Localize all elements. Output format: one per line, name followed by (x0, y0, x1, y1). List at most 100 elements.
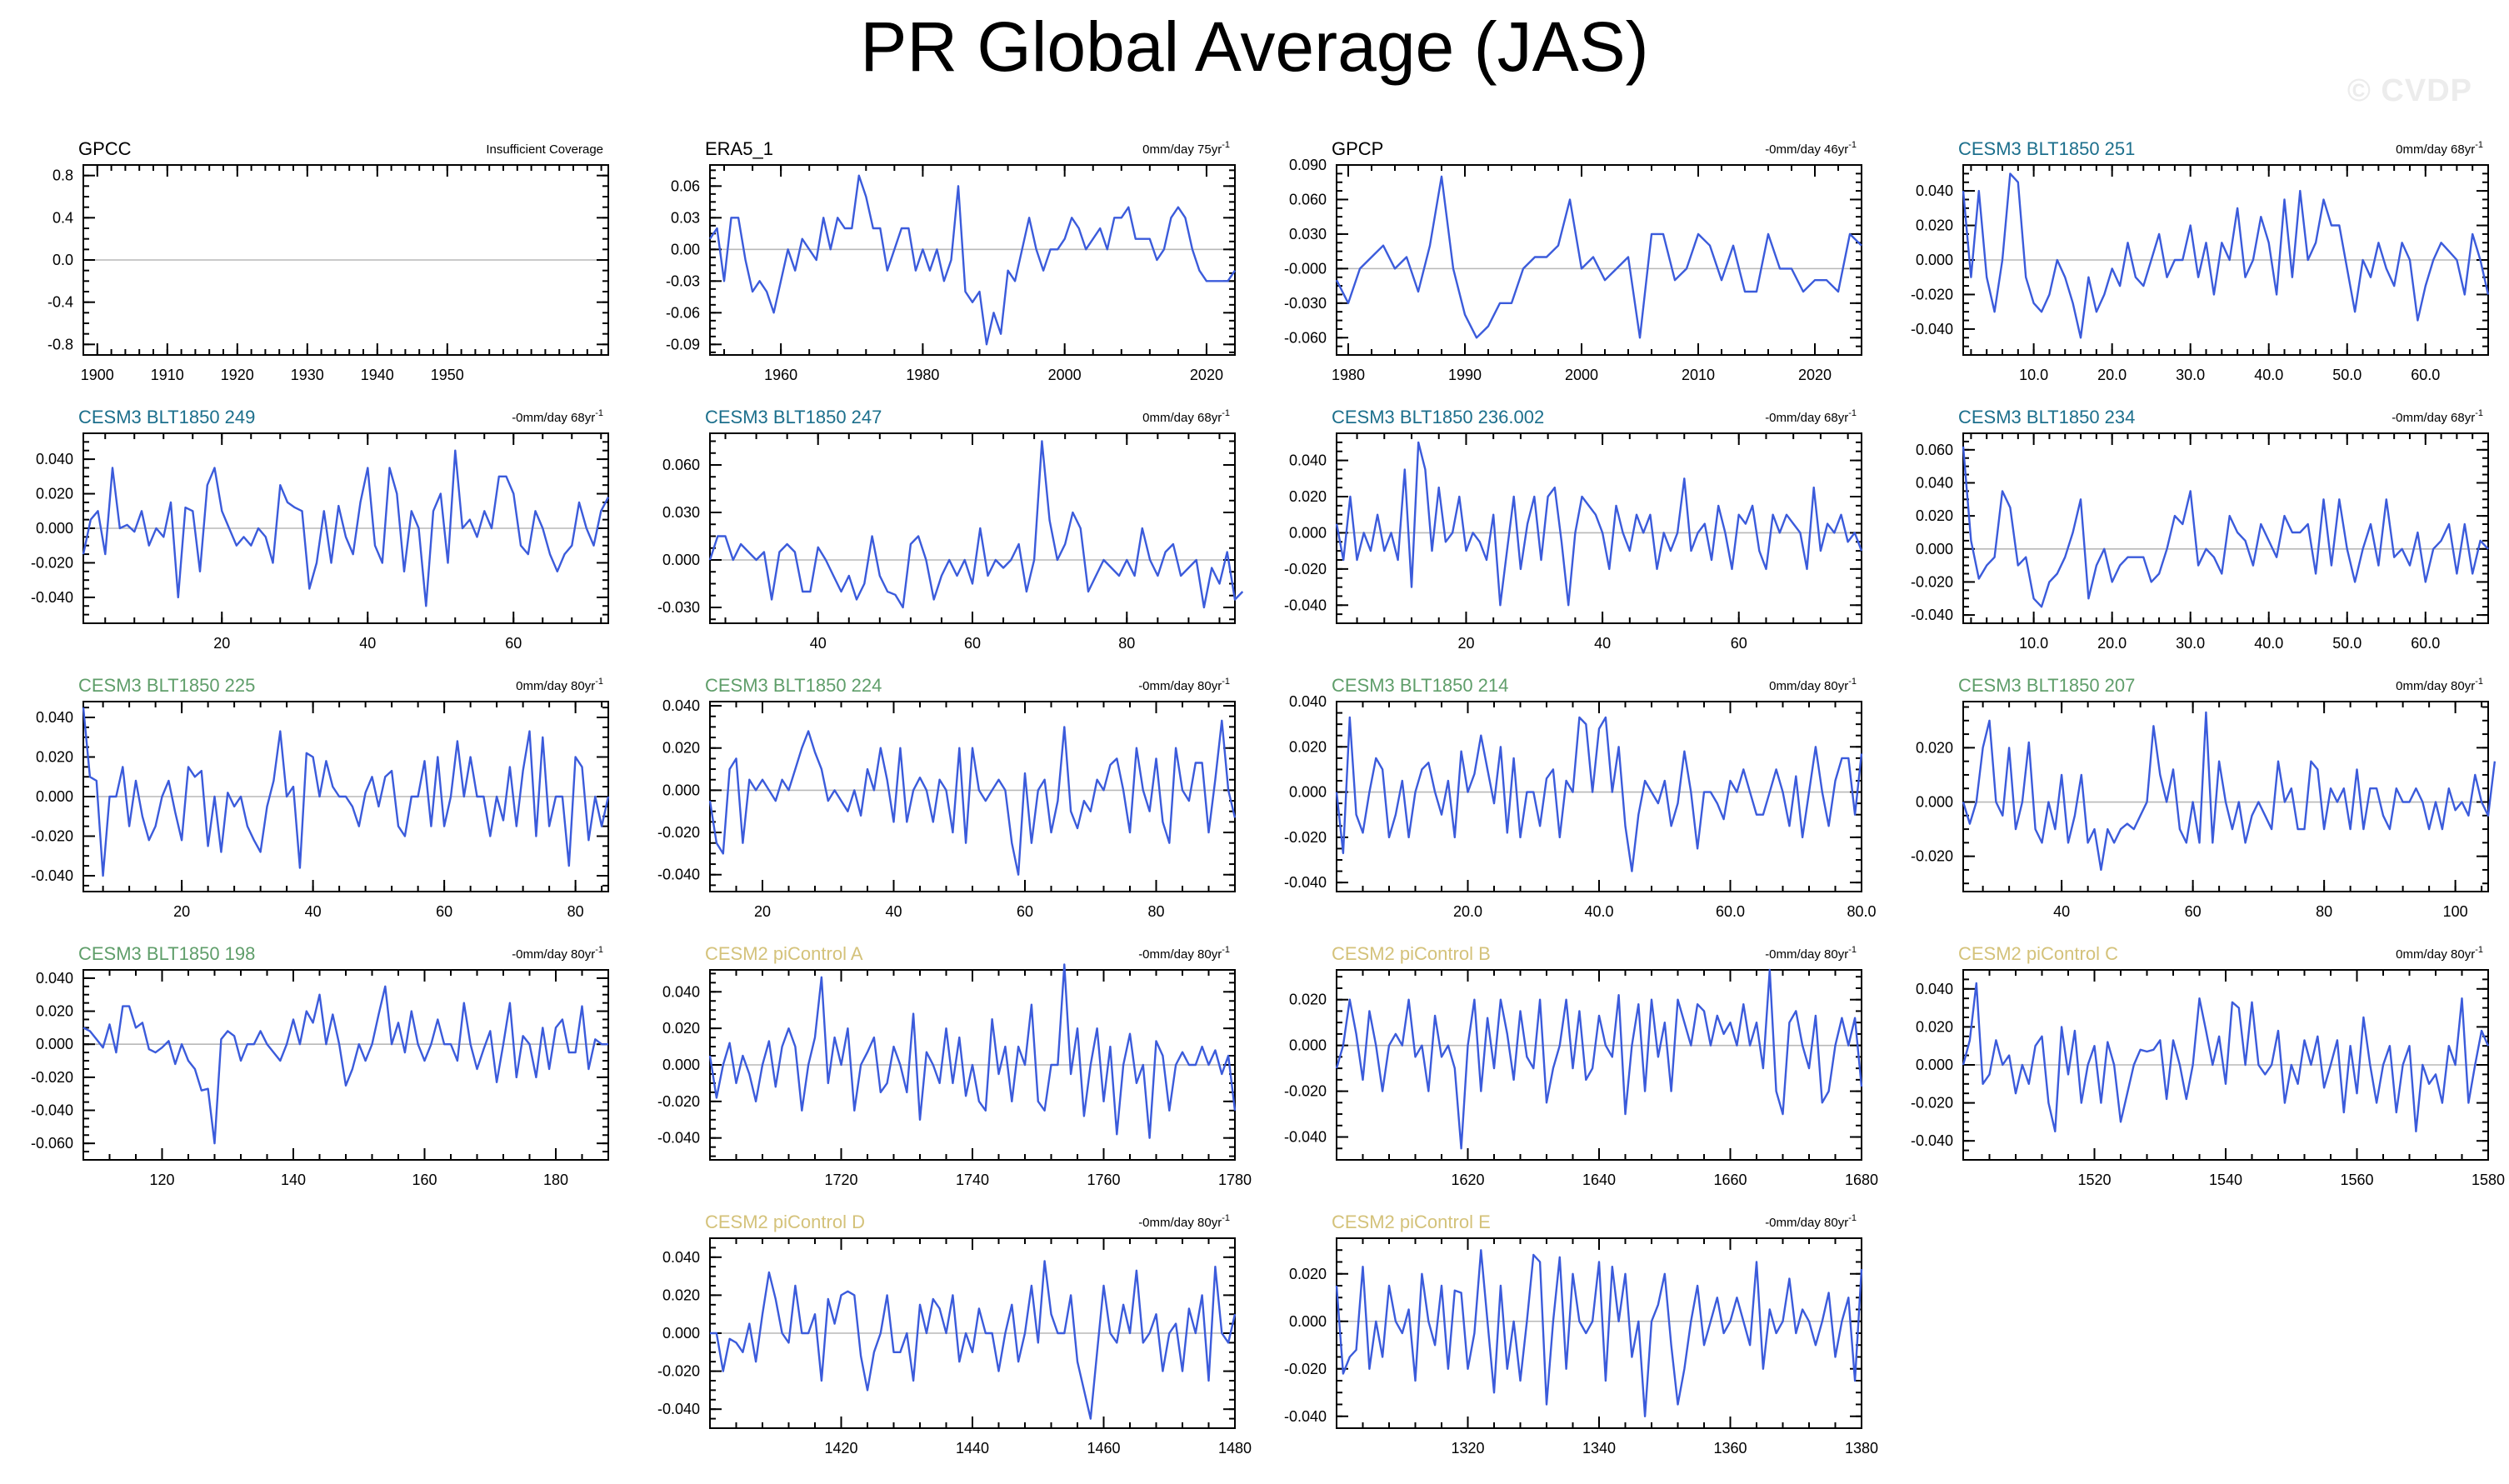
y-tick-label: -0.040 (657, 1130, 700, 1147)
panel-title: CESM3 BLT1850 207 (1958, 675, 2135, 696)
plot-frame (82, 969, 609, 1161)
x-tick-label: 20.0 (2097, 367, 2127, 383)
y-tick-label: -0.8 (47, 336, 73, 352)
chart-panel: 1960 1980 2000 2020 0.06 0.03 0.00 -0.03 -0.06 -0… (666, 138, 1236, 383)
y-tick-label: -0.020 (1284, 829, 1327, 846)
series-line (709, 174, 1236, 346)
x-tick-label: 10.0 (2019, 367, 2048, 383)
y-tick-label: -0.040 (31, 1102, 73, 1119)
panel-title: CESM2 piControl E (1332, 1212, 1491, 1232)
chart-panel: 20 40 60 0.040 0.020 0.000 -0.020 -0.040 CESM3 B… (31, 407, 610, 652)
panel-title: CESM2 piControl B (1332, 943, 1491, 964)
panel-title: CESM3 BLT1850 247 (705, 407, 882, 427)
x-tick-label: 1660 (1713, 1172, 1747, 1188)
plot-frame (1336, 969, 1862, 1161)
y-tick-label: 0.020 (1916, 739, 1953, 756)
y-tick-label: 0.000 (662, 552, 700, 568)
x-tick-label: 1560 (2340, 1172, 2373, 1188)
x-tick-label: 20 (754, 903, 771, 920)
x-tick-label: 1780 (1218, 1172, 1252, 1188)
x-tick-label: 80.0 (1847, 903, 1876, 920)
y-tick-label: -0.040 (1284, 1129, 1327, 1146)
panel-title: CESM3 BLT1850 236.002 (1332, 407, 1544, 427)
trend-label: -0mm/day 80yr-1 (1765, 1213, 1857, 1230)
y-tick-label: 0.000 (36, 788, 73, 805)
x-tick-label: 1440 (956, 1440, 989, 1457)
series-line (82, 707, 610, 877)
y-tick-label: 0.020 (1916, 217, 1953, 234)
y-tick-label: -0.020 (31, 1069, 73, 1086)
y-tick-label: -0.09 (666, 336, 700, 352)
x-tick-label: 80 (2316, 903, 2332, 920)
y-tick-label: -0.060 (1284, 329, 1327, 346)
plot-frame (1962, 432, 2489, 624)
chart-panel: 40 60 80 100 0.020 0.000 -0.020 CESM3 BLT1850 2… (1911, 675, 2497, 920)
x-tick-label: 1680 (1845, 1172, 1878, 1188)
y-tick-label: 0.000 (662, 782, 700, 798)
y-tick-label: -0.020 (657, 1093, 700, 1110)
x-tick-label: 2010 (1682, 367, 1715, 383)
x-tick-label: 20.0 (1453, 903, 1482, 920)
y-tick-label: 0.4 (52, 209, 73, 226)
series-line (1335, 1249, 1863, 1418)
y-tick-label: -0.040 (31, 867, 73, 884)
y-tick-label: 0.040 (662, 697, 700, 714)
y-tick-label: -0.030 (1284, 295, 1327, 312)
x-tick-label: 1960 (764, 367, 797, 383)
x-tick-label: 1920 (221, 367, 254, 383)
x-tick-label: 60.0 (2411, 635, 2440, 652)
panel-title: CESM3 BLT1850 198 (78, 943, 255, 964)
y-tick-label: -0.06 (666, 304, 700, 321)
y-tick-label: -0.040 (1911, 607, 1953, 623)
y-tick-label: 0.000 (1916, 541, 1953, 557)
y-tick-label: -0.020 (1911, 1095, 1953, 1112)
x-tick-label: 60 (2185, 903, 2202, 920)
x-tick-label: 1950 (431, 367, 464, 383)
x-tick-label: 1380 (1845, 1440, 1878, 1457)
x-tick-label: 60 (1731, 635, 1747, 652)
plot-frame (709, 164, 1236, 356)
panel-title: GPCP (1332, 138, 1383, 159)
trend-label: -0mm/day 68yr-1 (2392, 408, 2483, 425)
y-tick-label: 0.000 (662, 1057, 700, 1073)
y-tick-label: 0.020 (36, 486, 73, 502)
trend-label: 0mm/day 80yr-1 (2396, 945, 2483, 962)
y-tick-label: 0.090 (1289, 157, 1327, 173)
series-line (1335, 968, 1863, 1150)
x-tick-label: 1360 (1713, 1440, 1747, 1457)
y-tick-label: 0.000 (1289, 1313, 1327, 1330)
y-tick-label: -0.040 (657, 867, 700, 883)
x-tick-label: 1990 (1448, 367, 1482, 383)
y-tick-label: -0.060 (31, 1135, 73, 1152)
x-tick-label: 20 (1457, 635, 1474, 652)
trend-label: -0mm/day 80yr-1 (1138, 945, 1230, 962)
panel-title: CESM3 BLT1850 225 (78, 675, 255, 696)
y-tick-label: 0.060 (1289, 191, 1327, 207)
x-tick-label: 1460 (1087, 1440, 1120, 1457)
series-line (1962, 172, 2490, 339)
x-tick-label: 1980 (1332, 367, 1365, 383)
y-tick-label: 0.040 (1289, 452, 1327, 469)
x-tick-label: 1740 (956, 1172, 989, 1188)
plot-frame (709, 701, 1236, 892)
chart-panel: 1520 1540 1560 1580 0.040 0.020 0.000 -0.020 -0.… (1911, 943, 2505, 1188)
chart-panel: 40 60 80 0.060 0.030 0.000 -0.030 CESM3 BLT1850… (657, 407, 1244, 652)
x-tick-label: 20 (173, 903, 190, 920)
y-tick-label: 0.020 (1289, 488, 1327, 505)
y-tick-label: -0.000 (1284, 260, 1327, 277)
x-tick-label: 80 (1147, 903, 1164, 920)
y-tick-label: 0.040 (1289, 693, 1327, 710)
y-tick-label: 0.000 (662, 1325, 700, 1342)
x-tick-label: 20.0 (2097, 635, 2127, 652)
plot-frame (1336, 164, 1862, 356)
y-tick-label: -0.020 (1911, 573, 1953, 590)
x-tick-label: 1940 (361, 367, 394, 383)
x-tick-label: 1910 (151, 367, 184, 383)
panel-title: ERA5_1 (705, 138, 773, 159)
trend-label: 0mm/day 68yr-1 (1142, 408, 1230, 425)
x-tick-label: 40.0 (1584, 903, 1613, 920)
panel-title: CESM3 BLT1850 251 (1958, 138, 2135, 159)
x-tick-label: 1420 (824, 1440, 857, 1457)
x-tick-label: 2000 (1565, 367, 1598, 383)
y-tick-label: -0.020 (657, 824, 700, 841)
